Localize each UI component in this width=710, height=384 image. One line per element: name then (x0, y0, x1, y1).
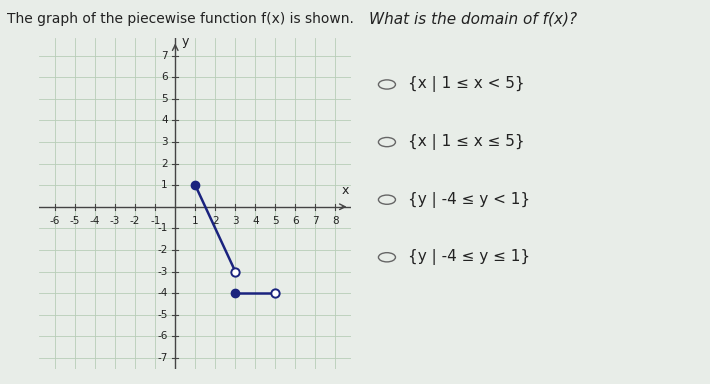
Text: -3: -3 (110, 216, 120, 226)
Text: 2: 2 (212, 216, 219, 226)
Text: 6: 6 (161, 72, 168, 82)
Text: 4: 4 (161, 116, 168, 126)
Text: 4: 4 (252, 216, 258, 226)
Text: {x | 1 ≤ x < 5}: {x | 1 ≤ x < 5} (408, 76, 525, 93)
Text: 7: 7 (312, 216, 319, 226)
Text: -4: -4 (158, 288, 168, 298)
Text: 5: 5 (272, 216, 278, 226)
Text: -2: -2 (158, 245, 168, 255)
Text: -6: -6 (158, 331, 168, 341)
Text: 7: 7 (161, 51, 168, 61)
Text: {y | -4 ≤ y ≤ 1}: {y | -4 ≤ y ≤ 1} (408, 249, 530, 265)
Text: y: y (181, 35, 189, 48)
Text: {y | -4 ≤ y < 1}: {y | -4 ≤ y < 1} (408, 192, 530, 208)
Text: 8: 8 (332, 216, 339, 226)
Text: x: x (342, 184, 349, 197)
Text: -7: -7 (158, 353, 168, 363)
Text: -5: -5 (70, 216, 80, 226)
Text: 1: 1 (192, 216, 199, 226)
Text: {x | 1 ≤ x ≤ 5}: {x | 1 ≤ x ≤ 5} (408, 134, 525, 150)
Text: 2: 2 (161, 159, 168, 169)
Text: 6: 6 (292, 216, 299, 226)
Text: -1: -1 (158, 223, 168, 233)
Text: 3: 3 (232, 216, 239, 226)
Text: -4: -4 (90, 216, 100, 226)
Text: 3: 3 (161, 137, 168, 147)
Text: -2: -2 (130, 216, 141, 226)
Text: -1: -1 (150, 216, 160, 226)
Text: -5: -5 (158, 310, 168, 319)
Text: -3: -3 (158, 266, 168, 276)
Text: -6: -6 (50, 216, 60, 226)
Text: 5: 5 (161, 94, 168, 104)
Text: What is the domain of f(x)?: What is the domain of f(x)? (369, 12, 577, 26)
Text: 1: 1 (161, 180, 168, 190)
Text: The graph of the piecewise function f(x) is shown.: The graph of the piecewise function f(x)… (7, 12, 354, 25)
